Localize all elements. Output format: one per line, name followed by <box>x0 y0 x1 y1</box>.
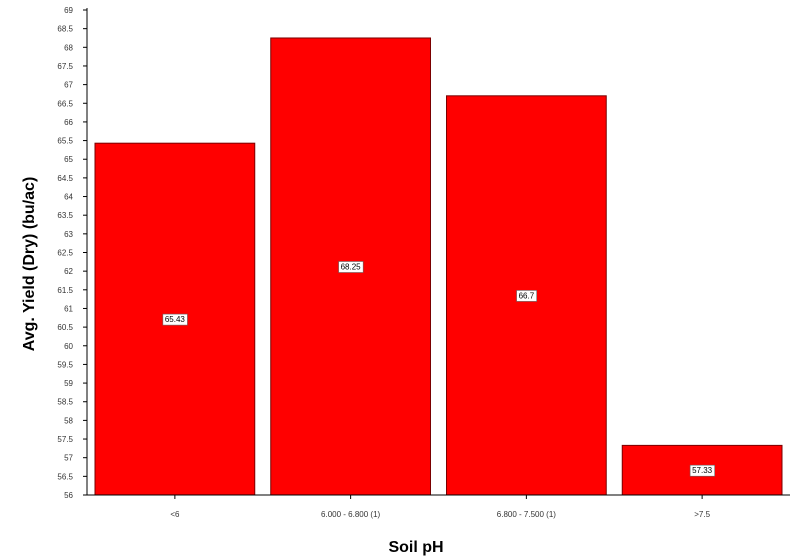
y-tick-label: 56.5 <box>57 472 73 481</box>
y-tick-label: 66 <box>64 118 73 127</box>
data-label-text: 68.25 <box>341 262 362 271</box>
y-tick-label: 60.5 <box>57 323 73 332</box>
y-tick-label: 63.5 <box>57 211 73 220</box>
y-tick-label: 59.5 <box>57 360 73 369</box>
data-label-box <box>689 464 715 477</box>
y-tick-label: 64.5 <box>57 174 73 183</box>
y-tick-label: 65.5 <box>57 137 73 146</box>
y-tick-label: 57 <box>64 454 73 463</box>
y-tick-label: 61 <box>64 304 73 313</box>
y-tick-label: 60 <box>64 342 73 351</box>
x-tick-label: 6.000 - 6.800 (1) <box>321 510 380 519</box>
data-label-text: 66.7 <box>519 291 535 300</box>
x-tick-label: >7.5 <box>694 510 710 519</box>
y-tick-label: 56 <box>64 491 73 500</box>
y-tick-label: 58.5 <box>57 398 73 407</box>
y-tick-label: 67.5 <box>57 62 73 71</box>
y-axis-title: Avg. Yield (Dry) (bu/ac) <box>21 177 38 352</box>
data-label: 57.33 <box>689 464 715 477</box>
data-label-text: 57.33 <box>692 466 713 475</box>
x-tick-label: 6.800 - 7.500 (1) <box>497 510 556 519</box>
y-tick-label: 57.5 <box>57 435 73 444</box>
y-axis-ticks: 56 56.5 57 57.5 58 58.5 59 59.5 60 60.5 61 61.5 62 62… <box>57 6 87 500</box>
y-tick-label: 61.5 <box>57 286 73 295</box>
data-label-box <box>338 261 364 273</box>
y-tick-label: 62 <box>64 267 73 276</box>
y-tick-label: 64 <box>64 193 73 202</box>
y-tick-label: 68 <box>64 43 73 52</box>
y-tick-label: 59 <box>64 379 73 388</box>
y-tick-label: 65 <box>64 155 73 164</box>
y-tick-label: 66.5 <box>57 99 73 108</box>
y-tick-label: 58 <box>64 416 73 425</box>
data-label: 68.25 <box>338 261 364 273</box>
x-axis-title: Soil pH <box>388 539 443 556</box>
x-axis-ticks: <6 6.000 - 6.800 (1) 6.800 - 7.500 (1) >7.5 <box>170 495 711 519</box>
data-label-box <box>516 290 538 302</box>
y-tick-label: 62.5 <box>57 249 73 258</box>
y-tick-label: 68.5 <box>57 25 73 34</box>
y-tick-label: 67 <box>64 81 73 90</box>
y-tick-label: 63 <box>64 230 73 239</box>
data-label: 66.7 <box>516 290 538 302</box>
data-label-text: 65.43 <box>165 315 186 324</box>
bars <box>94 37 783 496</box>
data-label-box <box>162 313 188 326</box>
data-labels: 65.43 68.25 66.7 57.33 <box>162 261 715 477</box>
x-tick-label: <6 <box>170 510 180 519</box>
data-label: 65.43 <box>162 313 188 326</box>
y-tick-label: 69 <box>64 6 73 15</box>
